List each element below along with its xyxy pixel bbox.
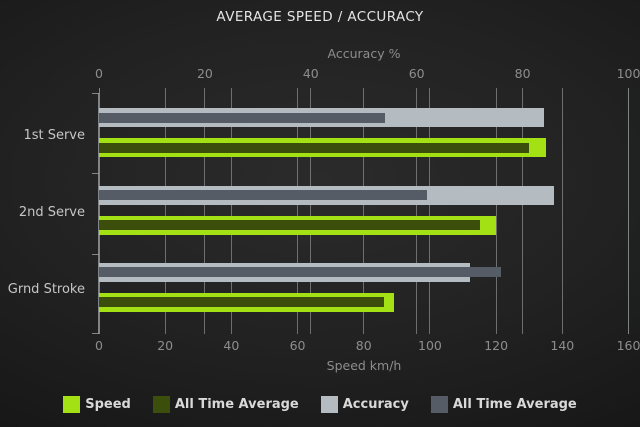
bar-all-time-average-top-2nd-serve <box>99 190 428 200</box>
category-label-1st-serve: 1st Serve <box>23 127 85 143</box>
gridline-bottom-20 <box>164 88 166 334</box>
y-axis-tick-0 <box>91 93 99 95</box>
gridline-top-80 <box>522 88 524 334</box>
bottom-tick-label-100: 100 <box>418 338 442 353</box>
legend-swatch-1 <box>152 396 170 413</box>
bottom-tick-label-80: 80 <box>355 338 372 353</box>
gridline-top-40 <box>310 88 312 334</box>
bar-all-time-average-bottom-1st-serve <box>99 142 530 153</box>
top-tick-label-100: 100 <box>616 66 640 81</box>
legend-label-1: All Time Average <box>174 397 299 412</box>
top-axis-title: Accuracy % <box>327 46 401 61</box>
gridline-bottom-120 <box>495 88 497 334</box>
top-tick-label-40: 40 <box>302 66 319 81</box>
gridline-bottom-80 <box>363 88 365 334</box>
legend-item-0: Speed <box>63 396 131 413</box>
top-tick-label-60: 60 <box>408 66 425 81</box>
bottom-tick-label-120: 120 <box>484 338 509 353</box>
bar-all-time-average-top-1st-serve <box>99 112 385 123</box>
bar-all-time-average-bottom-grnd-stroke <box>99 297 384 307</box>
bottom-tick-label-60: 60 <box>289 338 306 353</box>
legend-item-1: All Time Average <box>152 396 299 413</box>
y-axis-tick-1 <box>91 173 99 175</box>
gridline-bottom-100 <box>429 88 431 334</box>
bar-all-time-average-bottom-2nd-serve <box>99 220 480 230</box>
legend-swatch-2 <box>320 396 338 413</box>
legend-label-0: Speed <box>85 397 131 412</box>
gridline-bottom-0 <box>98 88 100 334</box>
legend-swatch-3 <box>430 396 448 413</box>
chart-title: AVERAGE SPEED / ACCURACY <box>216 9 424 25</box>
legend-label-2: Accuracy <box>342 397 409 412</box>
bottom-tick-label-0: 0 <box>95 338 103 353</box>
y-axis-tick-3 <box>91 332 99 334</box>
bottom-tick-label-160: 160 <box>616 338 640 353</box>
gridline-bottom-40 <box>230 88 232 334</box>
y-axis-line <box>97 93 99 334</box>
top-tick-label-0: 0 <box>95 66 103 81</box>
legend: Speed All Time Average Accuracy All Time Av… <box>0 396 640 413</box>
legend-swatch-0 <box>63 396 81 413</box>
legend-item-3: All Time Average <box>430 396 577 413</box>
category-label-2nd-serve: 2nd Serve <box>18 205 85 220</box>
category-label-grnd-stroke: Grnd Stroke <box>7 282 85 297</box>
gridline-top-20 <box>204 88 206 334</box>
bottom-tick-label-20: 20 <box>157 338 174 353</box>
bar-all-time-average-top-grnd-stroke <box>99 267 502 277</box>
gridline-bottom-140 <box>561 88 563 334</box>
top-tick-label-20: 20 <box>196 66 213 81</box>
bottom-tick-label-140: 140 <box>550 338 575 353</box>
y-axis-tick-2 <box>91 253 99 255</box>
gridline-bottom-60 <box>297 88 299 334</box>
bottom-tick-label-40: 40 <box>223 338 240 353</box>
legend-label-3: All Time Average <box>452 397 577 412</box>
gridline-bottom-160 <box>628 88 629 334</box>
gridline-top-60 <box>416 88 418 334</box>
top-tick-label-80: 80 <box>514 66 531 81</box>
legend-item-2: Accuracy <box>320 396 409 413</box>
bottom-axis-title: Speed km/h <box>326 358 402 373</box>
